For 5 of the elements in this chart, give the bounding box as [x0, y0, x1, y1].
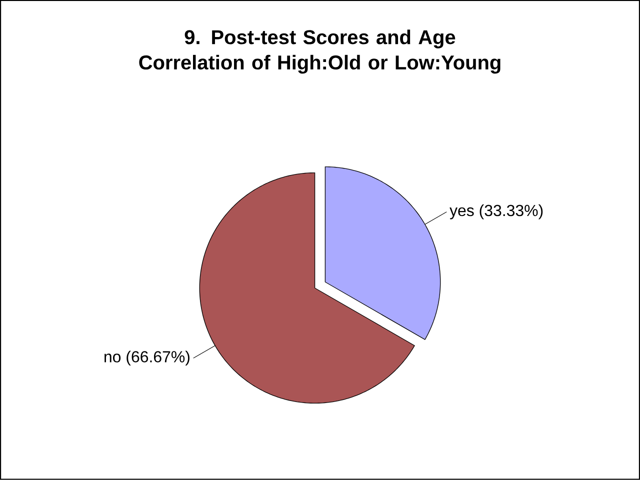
chart-title: 9. Post-test Scores and Age Correlation of High:Old or Low:Young: [139, 30, 500, 74]
data-label: (33.33%): [480, 204, 543, 220]
slice-label: yes: [450, 207, 474, 220]
slice-label: no: [104, 354, 121, 362]
data-label: (66.67%): [126, 350, 190, 366]
